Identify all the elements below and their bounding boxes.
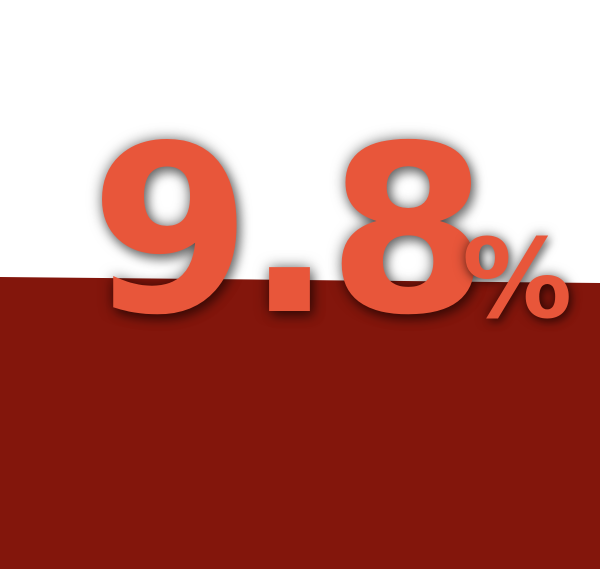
- statistic-display: 9.8 %: [90, 115, 590, 355]
- stat-value: 9.8: [90, 115, 483, 347]
- stat-unit: %: [462, 224, 572, 334]
